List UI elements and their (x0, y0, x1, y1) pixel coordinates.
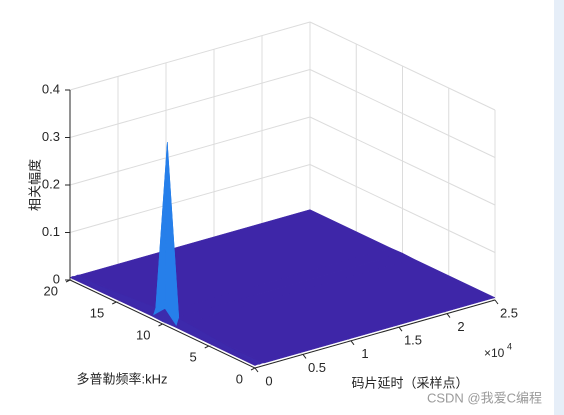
x-tick-label: 0.5 (308, 360, 326, 375)
z-tick-label: 0 (53, 271, 60, 286)
grid-line (309, 164, 496, 253)
y-tick (204, 345, 209, 349)
z-tick-label: 0.3 (42, 129, 60, 144)
y-tick-label: 0 (236, 371, 243, 386)
x-exponent-base: ×10 (484, 346, 505, 360)
grid-line (69, 21, 311, 91)
x-tick-label: 1 (361, 346, 368, 361)
x-tick (254, 367, 259, 373)
y-axis-label: 多普勒频率:kHz (76, 371, 167, 386)
z-tick-label: 0.4 (42, 81, 60, 96)
grid-line (69, 164, 311, 233)
x-tick-label: 2 (457, 319, 464, 334)
watermark: CSDN @我爱C编程 (427, 390, 542, 405)
grid-line (309, 69, 496, 158)
x-tick (494, 299, 499, 305)
x-tick (350, 340, 355, 346)
x-tick-label: 1.5 (404, 333, 422, 348)
y-tick-label: 15 (90, 305, 104, 320)
y-tick (250, 367, 256, 371)
z-tick-label: 0.2 (42, 176, 60, 191)
y-tick-label: 20 (44, 283, 58, 298)
grid-line (309, 21, 496, 111)
x-axis (254, 299, 496, 369)
z-tick-label: 0.1 (42, 224, 60, 239)
side-strip (554, 0, 564, 415)
grid-line (69, 69, 311, 138)
x-tick (398, 326, 403, 332)
x-tick (446, 313, 451, 318)
z-axis-label: 相关幅度 (27, 159, 42, 211)
grid-line (309, 116, 496, 206)
grid-line (69, 116, 311, 186)
y-tick-label: 5 (190, 349, 197, 364)
x-exponent-power: 4 (507, 341, 512, 351)
y-tick (158, 323, 163, 327)
x-axis-label: 码片延时（采样点） (351, 375, 468, 390)
x-tick-label: 2.5 (500, 305, 518, 320)
y-tick-label: 10 (136, 327, 150, 342)
x-tick-label: 0 (265, 373, 272, 388)
surface-face (173, 326, 258, 366)
y-tick (112, 301, 117, 305)
x-tick (302, 354, 307, 359)
